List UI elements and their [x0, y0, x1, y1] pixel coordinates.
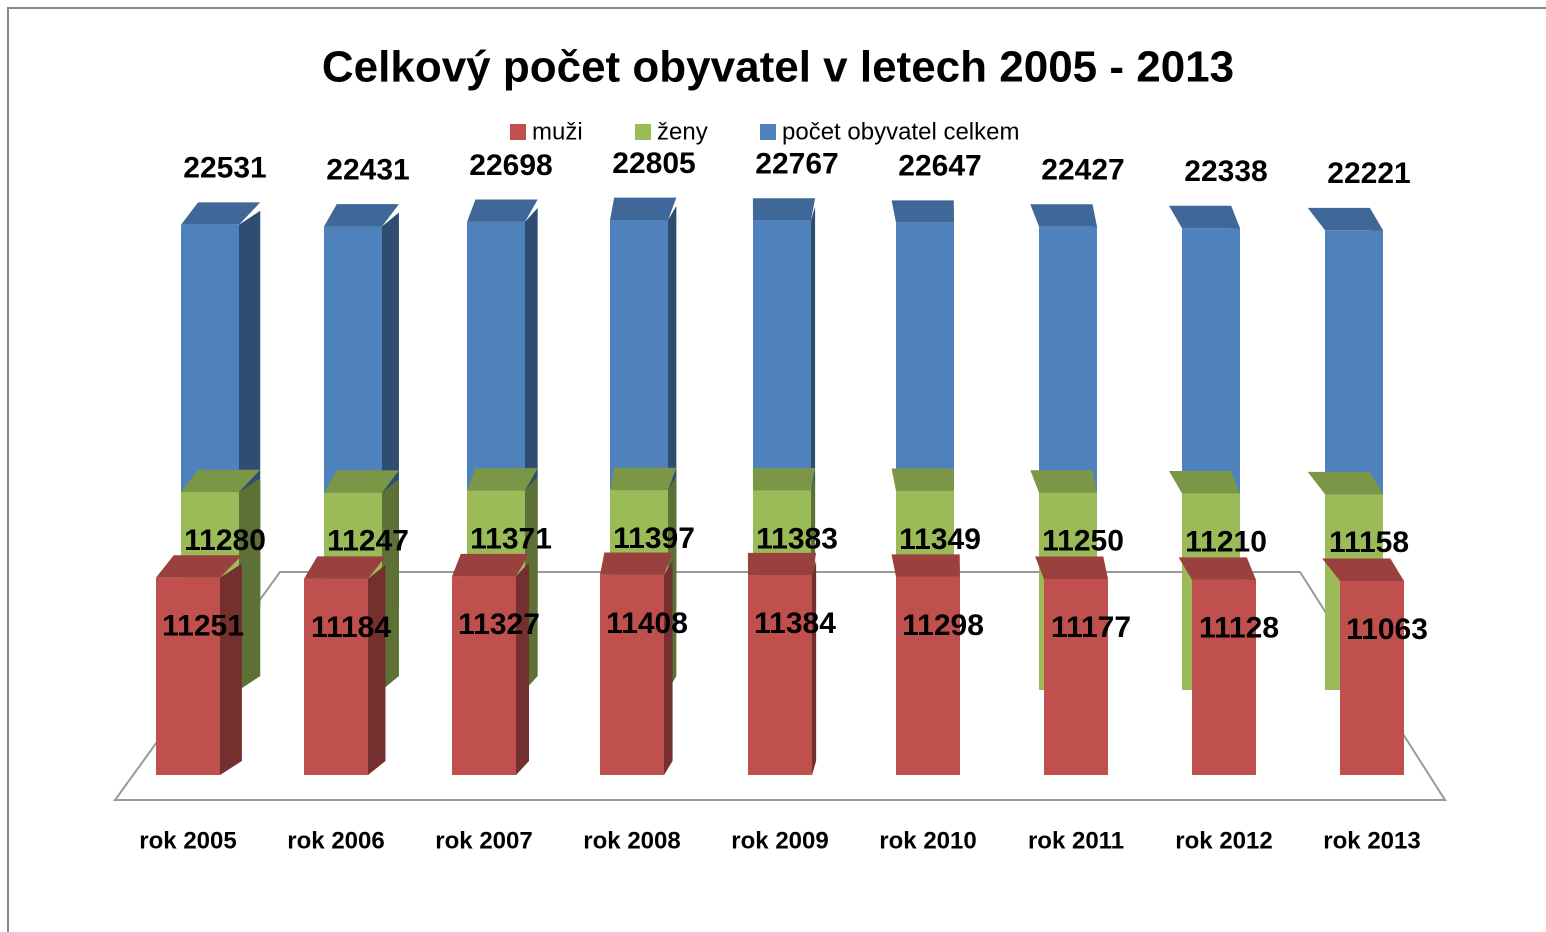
bar-side: [812, 561, 817, 775]
data-label: 11280: [184, 524, 266, 557]
x-tick-label: rok 2011: [1028, 827, 1124, 854]
bar-side: [382, 478, 399, 690]
data-label: 11408: [606, 607, 688, 640]
data-label: 11371: [470, 522, 552, 555]
legend-label: ženy: [657, 118, 708, 145]
bar-top: [752, 198, 816, 221]
bar-top: [467, 199, 538, 222]
bar-side: [516, 562, 530, 775]
x-tick-label: rok 2008: [583, 827, 680, 854]
data-label: 22647: [898, 150, 981, 183]
data-label: 22431: [326, 153, 409, 186]
legend-label: počet obyvatel celkem: [782, 118, 1019, 145]
bar-top: [1307, 471, 1383, 495]
bar-top: [1322, 558, 1404, 581]
bar: [1340, 580, 1404, 775]
data-label: 11298: [902, 609, 984, 642]
data-label: 22805: [612, 147, 695, 180]
bar-top: [1030, 204, 1097, 227]
data-label: 22531: [183, 152, 266, 185]
data-label: 11247: [327, 525, 409, 558]
bar-top: [1169, 470, 1240, 494]
bar-top: [891, 554, 960, 577]
data-label: 11384: [754, 607, 836, 640]
bar-top: [324, 204, 399, 227]
data-label: 11063: [1346, 613, 1428, 646]
bar-top: [747, 552, 817, 576]
data-label: 11383: [756, 522, 838, 555]
bar-top: [891, 200, 954, 223]
bar-side: [220, 563, 242, 775]
data-label: 11158: [1329, 526, 1409, 559]
bar-top: [610, 197, 677, 220]
data-label: 11349: [899, 523, 981, 556]
data-label: 11327: [458, 608, 540, 641]
bar-top: [1169, 205, 1240, 229]
x-tick-label: rok 2007: [435, 827, 532, 854]
bar-top: [610, 467, 677, 491]
bar: [748, 575, 812, 775]
x-tick-label: rok 2013: [1323, 827, 1420, 854]
bar: [1044, 578, 1108, 775]
chart-title: Celkový počet obyvatel v letech 2005 - 2…: [322, 43, 1234, 92]
bar-top: [1035, 556, 1108, 579]
data-label: 11251: [162, 610, 244, 643]
bar-top: [752, 467, 816, 491]
bar-top: [181, 469, 261, 493]
bar-top: [452, 553, 530, 577]
legend-swatch: [635, 124, 651, 140]
bar-top: [304, 556, 386, 579]
legend-label: muži: [532, 118, 583, 145]
bar: [896, 576, 960, 775]
bar: [156, 577, 220, 775]
bar-top: [156, 555, 242, 578]
x-tick-label: rok 2010: [879, 827, 976, 854]
bar-top: [1178, 557, 1256, 580]
bar-top: [467, 468, 538, 491]
bar: [452, 576, 516, 775]
x-tick-label: rok 2005: [139, 827, 236, 854]
data-label: 11177: [1051, 611, 1131, 644]
x-tick-label: rok 2006: [287, 827, 384, 854]
data-label: 22698: [469, 149, 552, 182]
data-label: 11128: [1199, 612, 1279, 645]
data-label: 11250: [1042, 525, 1124, 558]
data-label: 22767: [755, 148, 838, 181]
legend-swatch: [510, 124, 526, 140]
data-label: 11397: [613, 522, 695, 555]
x-tick-label: rok 2009: [731, 827, 828, 854]
data-label: 22221: [1327, 157, 1410, 190]
bar: [304, 578, 368, 775]
bar-top: [600, 552, 673, 575]
data-label: 22338: [1184, 155, 1267, 188]
x-tick-label: rok 2012: [1175, 827, 1272, 854]
legend-swatch: [760, 124, 776, 140]
bar-side: [368, 564, 386, 775]
bar-top: [324, 470, 399, 493]
bar: [600, 574, 664, 775]
data-label: 11210: [1185, 525, 1267, 558]
bar-top: [181, 202, 261, 225]
bar-top: [1030, 470, 1097, 493]
bar-side: [239, 478, 261, 690]
data-label: 11184: [311, 611, 391, 644]
bar-side: [664, 560, 673, 775]
bar: [1192, 579, 1256, 775]
bar-top: [891, 468, 954, 491]
data-label: 22427: [1041, 154, 1124, 187]
bar-top: [1307, 207, 1383, 231]
